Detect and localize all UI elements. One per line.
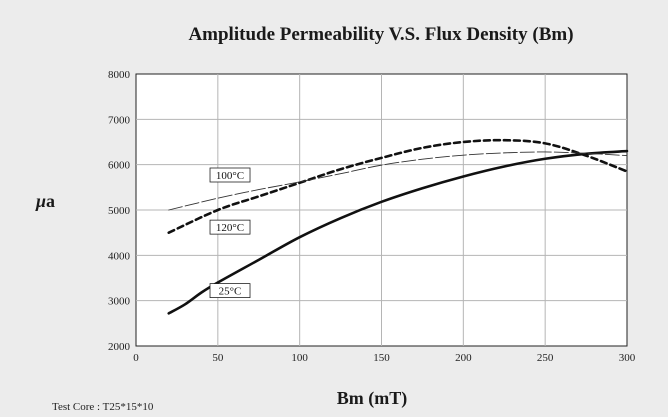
series-line-120c bbox=[167, 138, 629, 234]
y-tick-label: 4000 bbox=[108, 250, 131, 262]
series-labels: 25°C 120°C 100°C bbox=[209, 167, 251, 299]
y-tick-label: 6000 bbox=[108, 160, 131, 172]
x-tick-label: 50 bbox=[212, 352, 224, 364]
x-tick-label: 100 bbox=[291, 352, 308, 364]
chart-title: Amplitude Permeability V.S. Flux Density… bbox=[188, 24, 573, 45]
series-lines bbox=[167, 138, 629, 315]
test-core-note: Test Core : T25*15*10 bbox=[52, 401, 154, 413]
y-axis-label-subscript: a bbox=[46, 191, 55, 211]
series-label-text: 100°C bbox=[216, 170, 244, 182]
series-line-25c bbox=[167, 149, 629, 315]
y-tick-label: 5000 bbox=[108, 205, 131, 217]
series-label-text: 25°C bbox=[219, 286, 242, 298]
series-line-100c bbox=[168, 151, 628, 211]
series-label-box bbox=[209, 219, 251, 235]
y-tick-label: 3000 bbox=[108, 296, 131, 308]
y-axis-label: μa bbox=[35, 191, 55, 211]
series-label-25c: 25°C bbox=[209, 283, 251, 299]
x-tick-label: 0 bbox=[133, 352, 139, 364]
x-tick-label: 250 bbox=[537, 352, 554, 364]
y-axis-label-symbol: μ bbox=[35, 191, 46, 211]
x-axis-label: Bm (mT) bbox=[337, 388, 408, 409]
x-tick-label: 300 bbox=[619, 352, 636, 364]
y-axis-ticks: 2000 3000 4000 5000 6000 7000 8000 bbox=[108, 69, 131, 353]
series-label-box bbox=[209, 283, 251, 299]
x-tick-label: 150 bbox=[373, 352, 390, 364]
series-label-text: 120°C bbox=[216, 222, 244, 234]
series-label-100c: 100°C bbox=[209, 167, 251, 183]
x-tick-label: 200 bbox=[455, 352, 472, 364]
y-tick-label: 8000 bbox=[108, 69, 131, 81]
y-tick-label: 7000 bbox=[108, 114, 131, 126]
y-tick-label: 2000 bbox=[108, 341, 131, 353]
x-axis-ticks: 0 50 100 150 200 250 300 bbox=[133, 352, 636, 364]
series-label-120c: 120°C bbox=[209, 219, 251, 235]
series-label-box bbox=[209, 167, 251, 183]
